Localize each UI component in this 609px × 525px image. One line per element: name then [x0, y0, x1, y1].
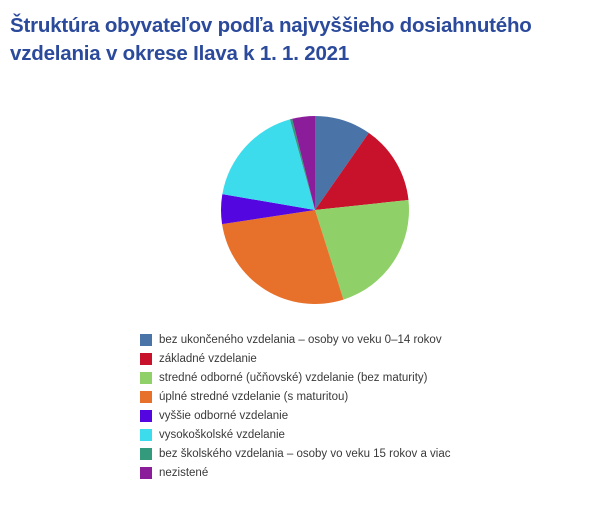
legend-label: bez ukončeného vzdelania – osoby vo veku… — [159, 333, 442, 346]
chart-title: Štruktúra obyvateľov podľa najvyššieho d… — [10, 14, 532, 65]
legend-swatch-icon — [140, 409, 152, 422]
legend-label: vysokoškolské vzdelanie — [159, 428, 285, 441]
pie-slice-1 — [315, 116, 369, 210]
legend-item-6: vysokoškolské vzdelanie — [140, 425, 451, 444]
legend-item-2: základné vzdelanie — [140, 349, 451, 368]
legend-swatch-icon — [140, 352, 152, 365]
pie-chart — [221, 116, 409, 305]
legend-swatch-icon — [140, 447, 152, 460]
pie-slice-2 — [315, 132, 409, 210]
pie-slice-3 — [315, 199, 409, 300]
legend-item-1: bez ukončeného vzdelania – osoby vo veku… — [140, 330, 451, 349]
pie-slice-6 — [222, 119, 315, 210]
legend-item-3: stredné odborné (učňovské) vzdelanie (be… — [140, 368, 451, 387]
legend-swatch-icon — [140, 428, 152, 441]
legend-item-5: vyššie odborné vzdelanie — [140, 406, 451, 425]
legend-swatch-icon — [140, 390, 152, 403]
legend-item-4: úplné stredné vzdelanie (s maturitou) — [140, 387, 451, 406]
legend-label: úplné stredné vzdelanie (s maturitou) — [159, 390, 349, 403]
legend-label: bez školského vzdelania – osoby vo veku … — [159, 447, 451, 460]
legend-swatch-icon — [140, 466, 152, 479]
legend-label: nezistené — [159, 466, 209, 479]
pie-slice-5 — [221, 194, 315, 225]
legend: bez ukončeného vzdelania – osoby vo veku… — [140, 330, 451, 482]
pie-slice-4 — [222, 210, 344, 305]
legend-swatch-icon — [140, 333, 152, 346]
legend-label: vyššie odborné vzdelanie — [159, 409, 289, 422]
legend-item-7: bez školského vzdelania – osoby vo veku … — [140, 444, 451, 463]
pie-slice-7 — [289, 118, 315, 210]
legend-swatch-icon — [140, 371, 152, 384]
legend-item-8: nezistené — [140, 463, 451, 482]
legend-label: stredné odborné (učňovské) vzdelanie (be… — [159, 371, 428, 384]
pie-slice-8 — [292, 116, 315, 210]
legend-label: základné vzdelanie — [159, 352, 257, 365]
